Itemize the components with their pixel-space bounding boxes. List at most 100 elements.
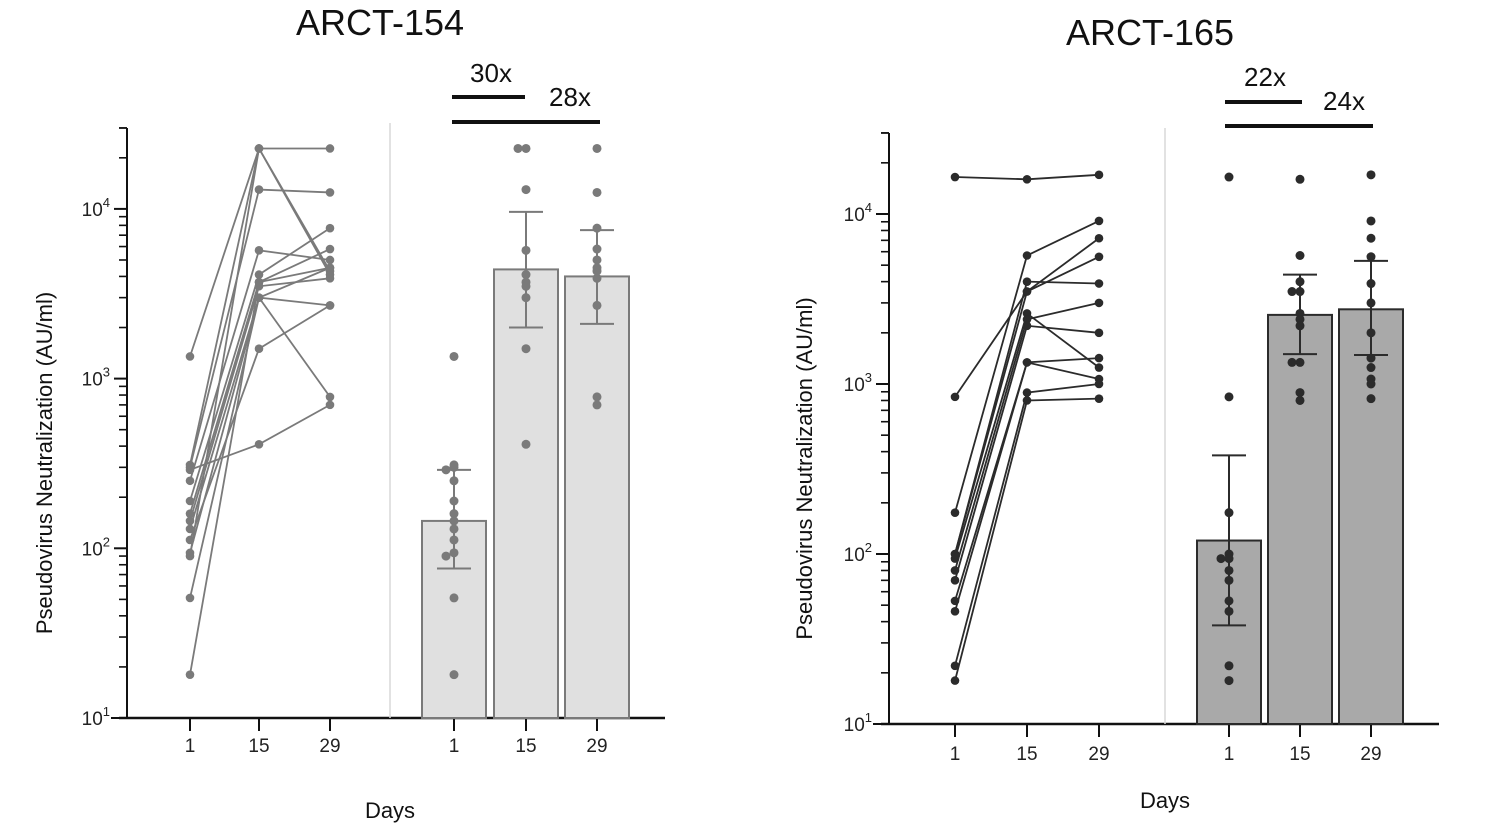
x-tick-label: 15 [248, 736, 269, 757]
bar-data-point [1295, 357, 1305, 367]
bar-data-point [1224, 172, 1234, 182]
subject-point [254, 344, 264, 354]
subject-point [325, 244, 335, 254]
y-tick-label: 104 [82, 195, 110, 221]
subject-point [1094, 252, 1104, 262]
subject-point [1094, 328, 1104, 338]
x-tick-label: 29 [586, 736, 607, 757]
bar-data-point [592, 143, 602, 153]
bar-data-point [1287, 357, 1297, 367]
bar-data-point [441, 551, 451, 561]
bar-data-point [1295, 388, 1305, 398]
y-tick-exponent: 1 [865, 710, 872, 725]
bar-data-point [1295, 251, 1305, 261]
x-tick-label: 1 [950, 744, 961, 765]
subject-point [254, 246, 264, 255]
y-tick-base: 10 [844, 545, 865, 566]
subject-point [325, 144, 335, 153]
subject-point [950, 392, 960, 402]
fold-change-label: 28x [549, 82, 591, 112]
subject-point [1094, 379, 1104, 389]
chart-title: ARCT-165 [1066, 12, 1234, 53]
subject-point [1022, 315, 1032, 324]
bar-data-point [449, 351, 459, 361]
subject-point [185, 496, 195, 506]
y-tick-exponent: 1 [103, 704, 110, 719]
subject-point [325, 188, 335, 197]
bar [493, 268, 559, 719]
y-tick-base: 10 [82, 709, 103, 730]
bar-data-point [592, 187, 602, 197]
bar-data-point [1366, 233, 1376, 243]
subject-point [1022, 358, 1032, 367]
y-tick-base: 10 [82, 539, 103, 560]
subject-line [954, 255, 1100, 555]
x-tick-label: 1 [185, 736, 196, 757]
bar-data-point [1216, 554, 1226, 564]
subject-point [1094, 353, 1104, 363]
bar-data-point [1366, 216, 1376, 226]
y-tick-base: 10 [844, 205, 865, 226]
y-axis-label: Pseudovirus Neutralization (AU/ml) [792, 297, 817, 639]
subject-point [185, 476, 195, 486]
y-tick-label: 102 [844, 540, 872, 566]
subject-point [254, 185, 264, 194]
subject-line [189, 266, 331, 675]
bar-data-point [521, 185, 531, 195]
bar-data-point [521, 143, 531, 153]
y-tick-label: 101 [844, 710, 872, 736]
subject-point [185, 551, 195, 561]
y-tick-base: 10 [844, 715, 865, 736]
bar-data-point [521, 344, 531, 354]
bar-data-point [1287, 287, 1297, 297]
y-axis-label: Pseudovirus Neutralization (AU/ml) [32, 292, 57, 634]
subject-point [1022, 251, 1032, 260]
y-tick-base: 10 [844, 375, 865, 396]
subject-point [325, 255, 335, 265]
bar-data-point [1366, 170, 1376, 180]
bar-data-point [1366, 394, 1376, 404]
y-tick-base: 10 [82, 370, 103, 391]
subject-point [325, 400, 335, 410]
subject-point [1022, 287, 1032, 296]
x-axis-label: Days [365, 798, 415, 823]
subject-point [185, 352, 195, 361]
y-tick-label: 103 [82, 365, 110, 391]
x-tick-label: 15 [1016, 744, 1037, 765]
bar-data-point [513, 143, 523, 153]
subject-point [1094, 279, 1104, 288]
subject-point [950, 172, 960, 182]
subject-line [189, 188, 331, 468]
subject-point [325, 301, 335, 310]
y-tick-label: 104 [844, 200, 872, 226]
bar [564, 275, 630, 719]
subject-point [185, 524, 195, 534]
bar-data-point [592, 400, 602, 410]
y-tick-label: 101 [82, 704, 110, 730]
subject-point [185, 593, 195, 603]
bar-data-point [1224, 661, 1234, 671]
y-tick-exponent: 2 [103, 534, 110, 549]
subject-point [254, 277, 264, 287]
y-tick-base: 10 [82, 200, 103, 221]
bar [1267, 313, 1333, 725]
bar-data-point [1295, 395, 1305, 405]
y-tick-exponent: 2 [865, 540, 872, 555]
subject-point [1094, 170, 1104, 180]
subject-point [325, 223, 335, 233]
y-tick-exponent: 3 [865, 370, 872, 385]
bar-data-point [521, 439, 531, 449]
bar-data-point [1366, 363, 1376, 373]
subject-point [1022, 321, 1032, 331]
subject-point [185, 670, 195, 679]
subject-point [325, 270, 335, 279]
subject-point [254, 270, 264, 279]
subject-point [1022, 396, 1032, 405]
x-tick-label: 29 [1088, 744, 1109, 765]
x-axis-label: Days [1140, 788, 1190, 813]
subject-point [950, 576, 960, 585]
subject-point [950, 676, 960, 685]
bar-data-point [1366, 379, 1376, 389]
